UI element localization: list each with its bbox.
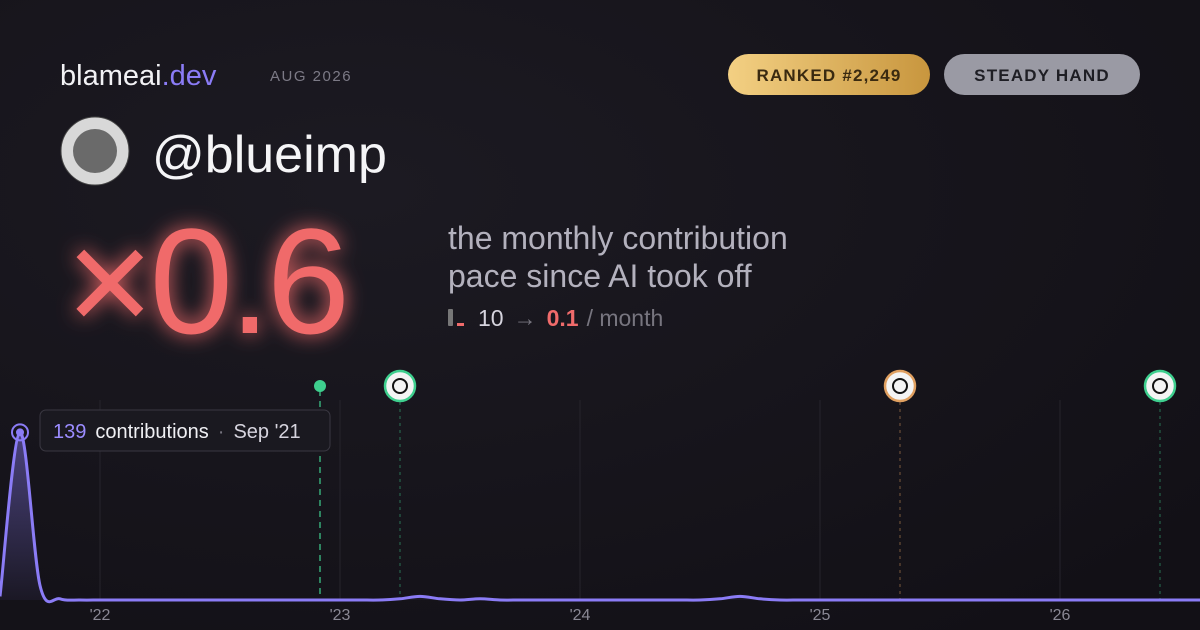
pace-unit: / month bbox=[587, 305, 664, 331]
tooltip-sep: · bbox=[218, 421, 225, 443]
pace-arrow: → bbox=[514, 305, 537, 331]
chart: '22 '23 '24 '25 '26 139 contributions · Sep '21 bbox=[0, 369, 1200, 624]
handle: @blueimp bbox=[152, 126, 387, 184]
x-tick-label: '26 bbox=[1050, 607, 1071, 624]
event-icon-inner bbox=[892, 378, 908, 394]
x-tick-label: '22 bbox=[90, 607, 111, 624]
style-badge bbox=[944, 54, 1140, 95]
tooltip bbox=[39, 409, 331, 452]
pace-icon bbox=[448, 309, 453, 326]
peak-marker bbox=[11, 423, 29, 442]
peak-dot bbox=[16, 428, 24, 437]
site: blameai bbox=[60, 60, 162, 92]
pace-before: 10 bbox=[478, 305, 504, 331]
x-tick-label: '25 bbox=[810, 607, 831, 624]
event-icon bbox=[383, 369, 417, 403]
pace: 10 → 0.1 / month bbox=[478, 305, 663, 331]
tooltip-text: 139 contributions · Sep '21 bbox=[53, 421, 301, 443]
tooltip-date: Sep '21 bbox=[233, 421, 300, 443]
caption: pace since AI took off bbox=[448, 258, 752, 294]
event-dot bbox=[314, 380, 326, 392]
x-tick-label: '23 bbox=[330, 607, 351, 624]
event-icon-inner bbox=[392, 378, 408, 394]
caption: the monthly contribution bbox=[448, 220, 788, 256]
pace-icon bbox=[457, 323, 464, 326]
line bbox=[0, 430, 1200, 604]
tld: .dev bbox=[162, 60, 217, 92]
date: AUG 2026 bbox=[270, 68, 352, 85]
avatar-detail bbox=[73, 129, 117, 173]
tooltip-label: contributions bbox=[95, 421, 208, 443]
tooltip-value: 139 bbox=[53, 421, 86, 443]
rank-text: RANKED #2,249 bbox=[756, 66, 901, 85]
event-icon bbox=[1143, 369, 1177, 403]
style-text: STEADY HAND bbox=[974, 66, 1110, 85]
logo: blameai.dev bbox=[60, 60, 217, 92]
event-icon-inner bbox=[1152, 378, 1168, 394]
pace-after: 0.1 bbox=[547, 305, 579, 331]
rank-badge bbox=[728, 54, 930, 95]
x-tick-label: '24 bbox=[570, 607, 591, 624]
event-icon bbox=[883, 369, 917, 403]
multiplier: ×0.6 bbox=[66, 197, 346, 365]
